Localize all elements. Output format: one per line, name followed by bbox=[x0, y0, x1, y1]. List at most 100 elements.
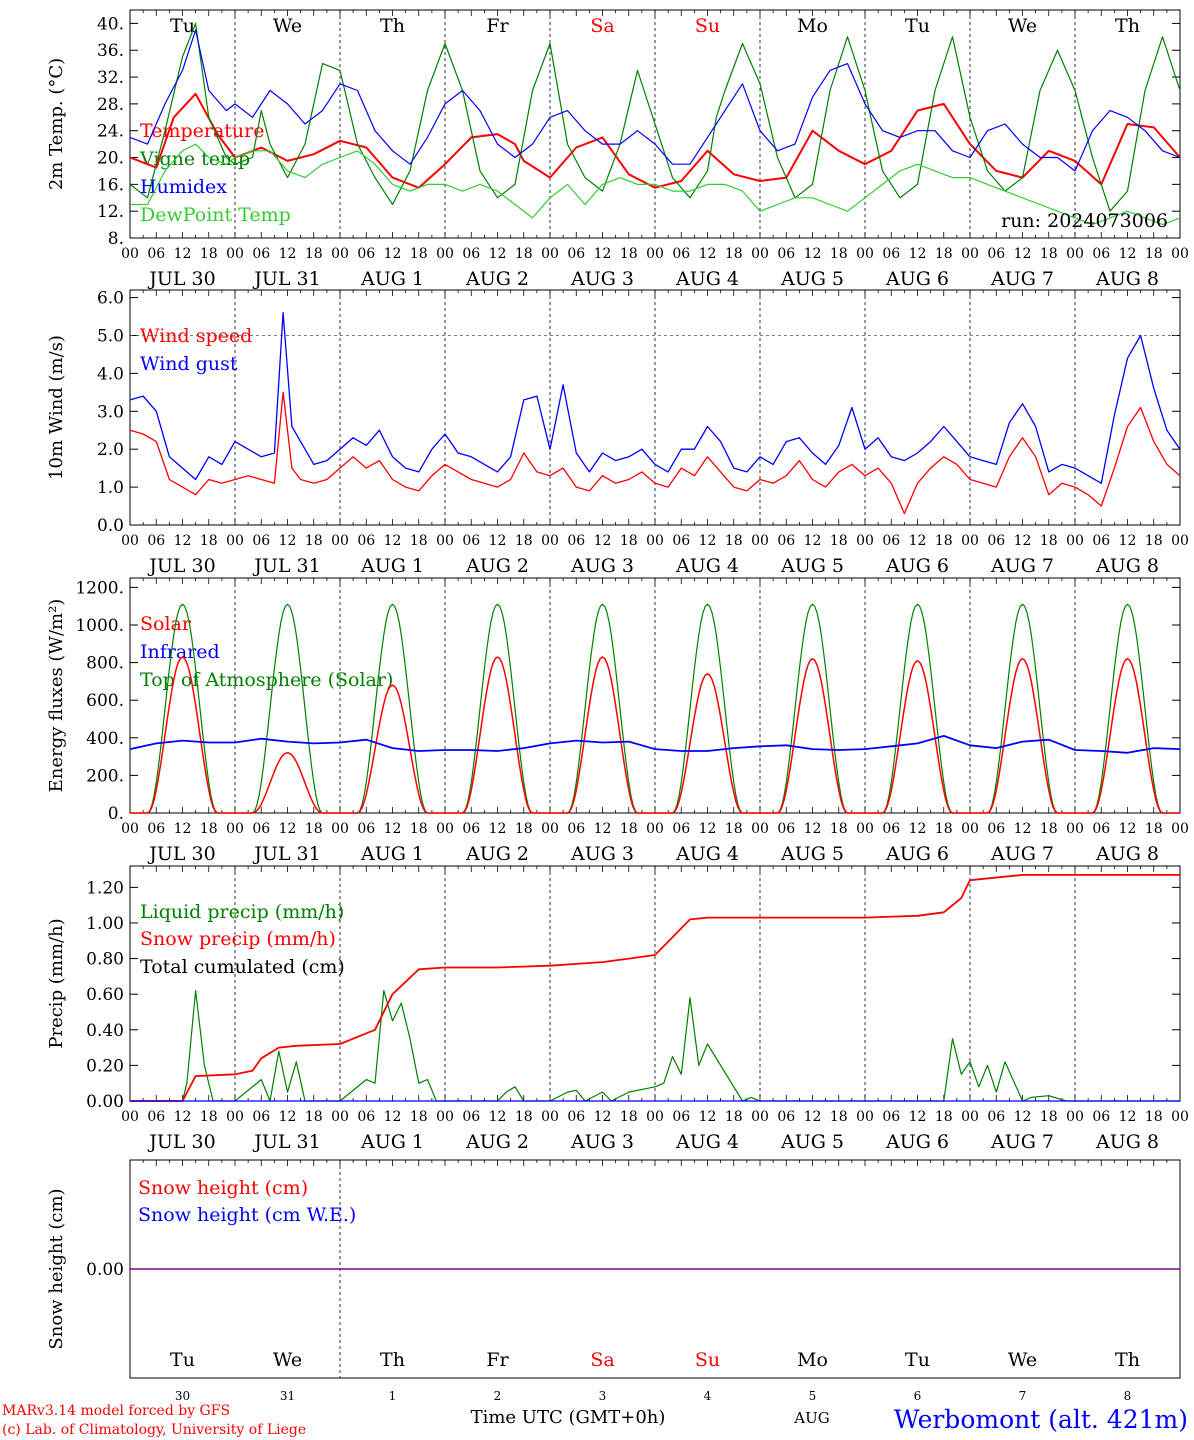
hour-tick-label: 12 bbox=[804, 821, 822, 837]
hour-tick-label: 18 bbox=[830, 1109, 848, 1125]
hour-tick-label: 06 bbox=[567, 821, 585, 837]
hour-tick-label: 12 bbox=[384, 1109, 402, 1125]
hour-tick-label: 00 bbox=[436, 246, 454, 262]
day-number-label: 7 bbox=[1019, 1389, 1027, 1403]
hour-tick-label: 06 bbox=[777, 1109, 795, 1125]
hour-tick-label: 18 bbox=[725, 1109, 743, 1125]
day-date-label: AUG 5 bbox=[780, 843, 844, 865]
day-abbr-label: Tu bbox=[170, 1349, 195, 1371]
hour-tick-label: 12 bbox=[594, 821, 612, 837]
hour-tick-label: 12 bbox=[1119, 821, 1137, 837]
y-tick-label: 6.0 bbox=[97, 289, 124, 309]
y-tick-label: 0.20 bbox=[86, 1056, 124, 1076]
hour-tick-label: 18 bbox=[515, 533, 533, 549]
hour-tick-label: 12 bbox=[279, 533, 297, 549]
day-date-label: AUG 5 bbox=[780, 268, 844, 290]
hour-tick-label: 12 bbox=[1119, 1109, 1137, 1125]
day-date-label: AUG 2 bbox=[465, 1131, 529, 1153]
hour-tick-label: 06 bbox=[357, 821, 375, 837]
hour-tick-label: 18 bbox=[1040, 1109, 1058, 1125]
day-date-label: AUG 3 bbox=[570, 555, 634, 577]
legend-entry: Wind gust bbox=[140, 353, 238, 375]
day-date-label: AUG 7 bbox=[990, 555, 1054, 577]
hour-tick-label: 00 bbox=[961, 533, 979, 549]
hour-tick-label: 00 bbox=[751, 533, 769, 549]
day-date-label: AUG 6 bbox=[885, 555, 949, 577]
hour-tick-label: 00 bbox=[226, 821, 244, 837]
hour-tick-label: 12 bbox=[1119, 533, 1137, 549]
hour-tick-label: 18 bbox=[830, 246, 848, 262]
hour-tick-label: 06 bbox=[462, 246, 480, 262]
day-date-label: AUG 1 bbox=[360, 843, 424, 865]
y-tick-label: 0.00 bbox=[86, 1260, 124, 1280]
hour-tick-label: 18 bbox=[620, 821, 638, 837]
hour-tick-label: 06 bbox=[672, 246, 690, 262]
hour-tick-label: 18 bbox=[935, 821, 953, 837]
y-tick-label: 1.20 bbox=[86, 878, 124, 898]
day-abbr-label: Mo bbox=[797, 1349, 828, 1371]
hour-tick-label: 18 bbox=[305, 1109, 323, 1125]
hour-tick-label: 06 bbox=[567, 533, 585, 549]
legend-entry: DewPoint Temp bbox=[140, 204, 291, 226]
y-tick-label: 600. bbox=[86, 691, 124, 711]
hour-tick-label: 18 bbox=[410, 246, 428, 262]
hour-tick-label: 00 bbox=[961, 821, 979, 837]
day-abbr-label: We bbox=[1008, 15, 1037, 37]
hour-tick-label: 00 bbox=[856, 246, 874, 262]
legend-entry: Snow height (cm W.E.) bbox=[138, 1204, 356, 1226]
day-abbr-label: Tu bbox=[905, 15, 930, 37]
hour-tick-label: 00 bbox=[1171, 246, 1189, 262]
day-date-label: JUL 30 bbox=[147, 555, 215, 577]
hour-tick-label: 06 bbox=[357, 1109, 375, 1125]
x-axis-label: Time UTC (GMT+0h) bbox=[471, 1407, 666, 1428]
y-tick-label: 12. bbox=[97, 202, 124, 222]
series-line-toa-solar bbox=[130, 603, 1180, 814]
hour-tick-label: 00 bbox=[226, 246, 244, 262]
day-date-label: AUG 7 bbox=[990, 843, 1054, 865]
hour-tick-label: 18 bbox=[200, 821, 218, 837]
hour-tick-label: 06 bbox=[147, 533, 165, 549]
day-date-label: AUG 4 bbox=[675, 843, 739, 865]
hour-tick-label: 00 bbox=[1171, 1109, 1189, 1125]
y-tick-label: 40. bbox=[97, 14, 124, 34]
day-abbr-label: Tu bbox=[905, 1349, 930, 1371]
hour-tick-label: 06 bbox=[777, 821, 795, 837]
hour-tick-label: 12 bbox=[174, 246, 192, 262]
day-number-label: 4 bbox=[704, 1389, 712, 1403]
hour-tick-label: 12 bbox=[594, 1109, 612, 1125]
legend-entry: Solar bbox=[140, 613, 192, 635]
hour-tick-label: 00 bbox=[541, 821, 559, 837]
hour-tick-label: 12 bbox=[489, 246, 507, 262]
y-tick-label: 0.0 bbox=[97, 516, 124, 536]
hour-tick-label: 12 bbox=[909, 246, 927, 262]
hour-tick-label: 12 bbox=[174, 821, 192, 837]
hour-tick-label: 12 bbox=[699, 1109, 717, 1125]
legend-entry: Vigne temp bbox=[139, 148, 250, 170]
hour-tick-label: 18 bbox=[305, 246, 323, 262]
station-label: Werbomont (alt. 421m) bbox=[894, 1405, 1188, 1434]
run-label: run: 2024073006 bbox=[1001, 210, 1168, 232]
y-tick-label: 16. bbox=[97, 175, 124, 195]
y-tick-label: 2.0 bbox=[97, 440, 124, 460]
hour-tick-label: 12 bbox=[174, 1109, 192, 1125]
day-date-label: AUG 6 bbox=[885, 268, 949, 290]
hour-tick-label: 06 bbox=[672, 533, 690, 549]
hour-tick-label: 12 bbox=[699, 821, 717, 837]
day-date-label: AUG 5 bbox=[780, 555, 844, 577]
y-tick-label: 4.0 bbox=[97, 364, 124, 384]
series-line-solar bbox=[130, 656, 1180, 814]
y-tick-label: 32. bbox=[97, 68, 124, 88]
y-tick-label: 36. bbox=[97, 41, 124, 61]
hour-tick-label: 06 bbox=[252, 246, 270, 262]
hour-tick-label: 12 bbox=[594, 246, 612, 262]
hour-tick-label: 06 bbox=[147, 821, 165, 837]
hour-tick-label: 00 bbox=[751, 246, 769, 262]
series-line-total-cumulated-cm- bbox=[130, 874, 1180, 1102]
y-tick-label: 24. bbox=[97, 122, 124, 142]
hour-tick-label: 12 bbox=[909, 821, 927, 837]
day-number-label: 2 bbox=[494, 1389, 502, 1403]
hour-tick-label: 06 bbox=[672, 821, 690, 837]
credit-model: MARv3.14 model forced by GFS bbox=[2, 1403, 230, 1419]
hour-tick-label: 18 bbox=[515, 821, 533, 837]
hour-tick-label: 00 bbox=[121, 1109, 139, 1125]
